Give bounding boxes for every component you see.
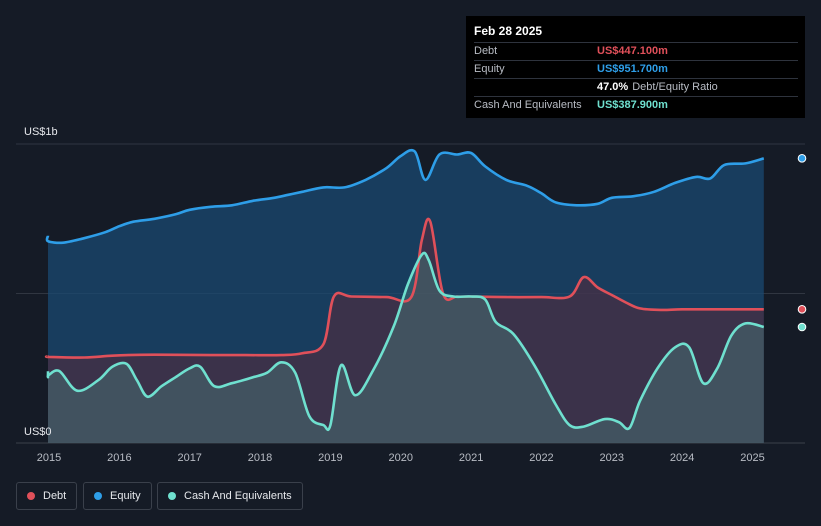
equity-line: [45, 148, 765, 245]
debt-area: [46, 218, 764, 443]
equity-end-point: [797, 154, 807, 163]
tooltip-panel: Feb 28 2025 Debt US$447.100m Equity US$9…: [466, 16, 805, 118]
x-tick-label: 2016: [107, 452, 131, 464]
x-tick-label: 2020: [389, 452, 413, 464]
debt-end-point: [797, 305, 807, 314]
legend-item-equity[interactable]: Equity: [83, 482, 152, 510]
tooltip-label: [474, 79, 597, 96]
cash-and-equivalents-end-point: [797, 322, 807, 332]
legend-item-debt[interactable]: Debt: [16, 482, 78, 510]
y-tick-label: US$0: [24, 426, 52, 438]
y-tick-label: US$1b: [24, 126, 58, 138]
legend-dot-icon: [94, 492, 102, 500]
x-tick-label: 2015: [37, 452, 61, 464]
cash-and-equivalents-area: [47, 252, 764, 443]
x-tick-label: 2023: [600, 452, 624, 464]
tooltip-value: US$951.700m: [597, 63, 668, 75]
legend-label: Cash And Equivalents: [184, 490, 292, 502]
legend-dot-icon: [27, 492, 35, 500]
x-tick-label: 2021: [459, 452, 483, 464]
x-tick-label: 2022: [529, 452, 553, 464]
tooltip-row-equity: Equity US$951.700m: [474, 60, 798, 78]
tooltip-label: Debt: [474, 45, 498, 57]
legend-dot-icon: [168, 492, 176, 500]
x-tick-label: 2018: [248, 452, 272, 464]
x-tick-label: 2019: [318, 452, 342, 464]
legend-label: Debt: [43, 490, 67, 502]
debt-line: [44, 217, 764, 359]
tooltip-date: Feb 28 2025: [474, 24, 543, 38]
tooltip-label: Equity: [474, 63, 505, 75]
tooltip-value: 47.0%: [597, 81, 629, 93]
tooltip-row-debt: Debt US$447.100m: [474, 42, 798, 60]
tooltip-label: Cash And Equivalents: [474, 99, 582, 111]
legend-label: Equity: [110, 490, 141, 502]
tooltip-suffix: Debt/Equity Ratio: [632, 81, 718, 93]
x-tick-label: 2024: [670, 452, 694, 464]
tooltip-row-ratio: 47.0% Debt/Equity Ratio: [474, 78, 798, 96]
x-tick-label: 2017: [177, 452, 201, 464]
tooltip-value: US$387.900m: [597, 99, 668, 111]
legend-item-cash[interactable]: Cash And Equivalents: [157, 482, 303, 510]
tooltip-row-cash: Cash And Equivalents US$387.900m: [474, 96, 798, 114]
cash-and-equivalents-line: [46, 251, 765, 432]
x-tick-label: 2025: [740, 452, 764, 464]
tooltip-value: US$447.100m: [597, 45, 668, 57]
